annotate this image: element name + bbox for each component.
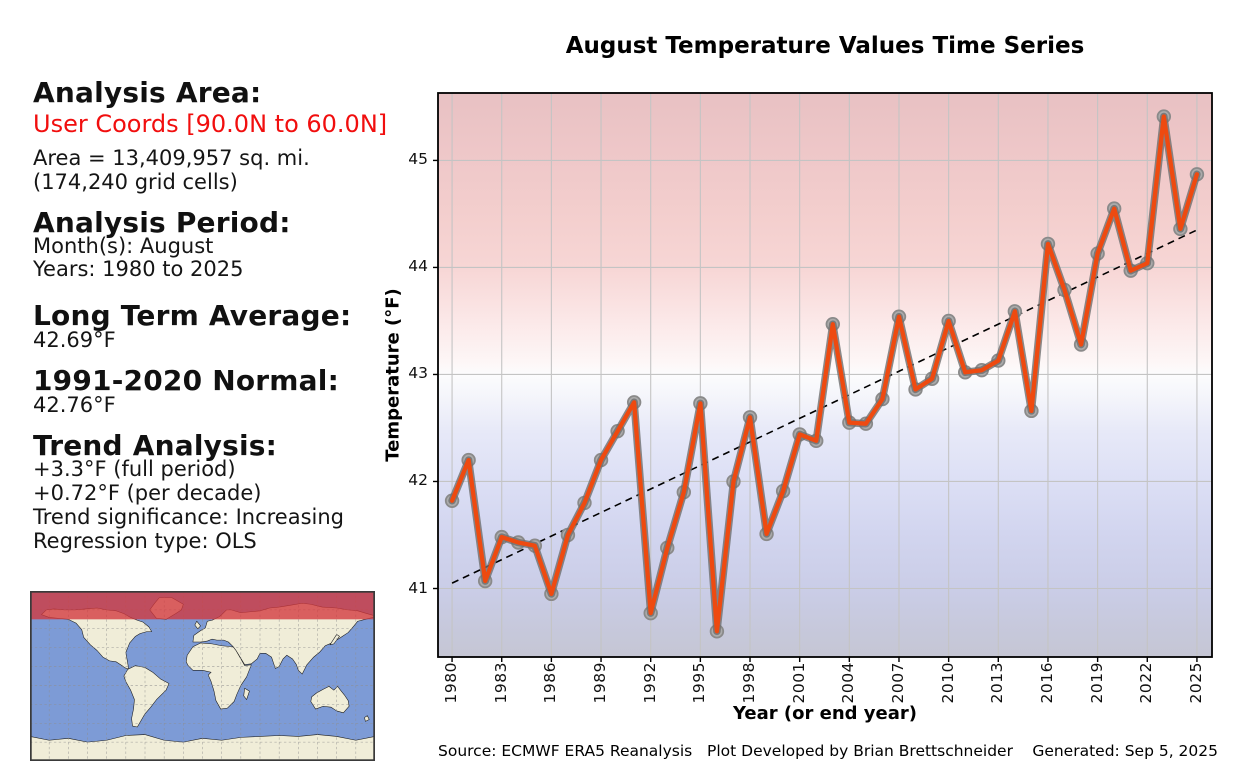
x-tick-label: 2001 <box>789 662 808 704</box>
area-size-line: Area = 13,409,957 sq. mi. <box>33 146 310 170</box>
map-madagascar <box>243 687 250 700</box>
y-axis-ticks: 41 42 43 44 45 <box>396 93 428 657</box>
timeseries-plot <box>433 92 1213 662</box>
y-tick-label: 43 <box>408 364 428 383</box>
x-tick-label: 1983 <box>491 662 510 704</box>
analysis-area-heading: Analysis Area: <box>33 76 262 109</box>
world-map-thumbnail <box>30 591 375 761</box>
x-tick-label: 1998 <box>740 662 759 704</box>
x-tick-label: 1989 <box>591 662 610 704</box>
map-new-zealand <box>364 715 370 722</box>
analysis-area-value: User Coords [90.0N to 60.0N] <box>33 110 388 138</box>
y-tick-label: 44 <box>408 257 428 276</box>
months-line: Month(s): August <box>33 234 214 258</box>
x-tick-label: 2025 <box>1186 662 1205 704</box>
x-axis-label: Year (or end year) <box>733 703 917 724</box>
x-tick-label: 2022 <box>1137 662 1156 704</box>
y-tick-label: 45 <box>408 150 428 169</box>
trend-analysis-heading: Trend Analysis: <box>33 429 278 462</box>
footer-credit: Plot Developed by Brian Brettschneider <box>707 742 1013 760</box>
analysis-period-heading: Analysis Period: <box>33 206 291 239</box>
x-tick-label: 2007 <box>888 662 907 704</box>
x-tick-label: 2013 <box>988 662 1007 704</box>
years-line: Years: 1980 to 2025 <box>33 257 244 281</box>
x-tick-label: 2004 <box>839 662 858 704</box>
temperature-series-line <box>449 114 1200 634</box>
x-tick-label: 1980 <box>442 662 461 704</box>
map-australia <box>310 686 350 714</box>
y-tick-label: 41 <box>408 578 428 597</box>
x-tick-label: 2016 <box>1037 662 1056 704</box>
map-frame <box>30 591 375 761</box>
trend-per-decade: +0.72°F (per decade) <box>33 481 262 505</box>
plot-footer: Source: ECMWF ERA5 Reanalysis Plot Devel… <box>438 742 1218 764</box>
x-tick-label: 2019 <box>1087 662 1106 704</box>
footer-source: Source: ECMWF ERA5 Reanalysis <box>438 742 693 760</box>
x-tick-label: 1995 <box>690 662 709 704</box>
normal-heading: 1991-2020 Normal: <box>33 364 339 397</box>
map-africa <box>185 642 252 710</box>
y-tick-label: 42 <box>408 471 428 490</box>
map-analysis-band-60n-90n <box>30 591 375 620</box>
map-south-america <box>123 665 170 728</box>
long-term-average-heading: Long Term Average: <box>33 299 352 332</box>
chart-title: August Temperature Values Time Series <box>565 33 1085 59</box>
trend-full-period: +3.3°F (full period) <box>33 457 236 481</box>
long-term-average-value: 42.69°F <box>33 328 116 352</box>
regression-type: Regression type: OLS <box>33 529 257 553</box>
footer-generated: Generated: Sep 5, 2025 <box>1032 742 1218 760</box>
world-map-svg <box>30 591 375 761</box>
x-axis-ticks: 1980 1983 1986 1989 1992 1995 1998 2001 2004 2007… <box>438 662 1212 704</box>
x-tick-label: 2010 <box>938 662 957 704</box>
grid-cells-line: (174,240 grid cells) <box>33 170 238 194</box>
map-japan <box>329 634 340 646</box>
x-tick-label: 1986 <box>541 662 560 704</box>
normal-value: 42.76°F <box>33 393 116 417</box>
x-tick-label: 1992 <box>640 662 659 704</box>
trend-significance: Trend significance: Increasing <box>33 505 344 529</box>
